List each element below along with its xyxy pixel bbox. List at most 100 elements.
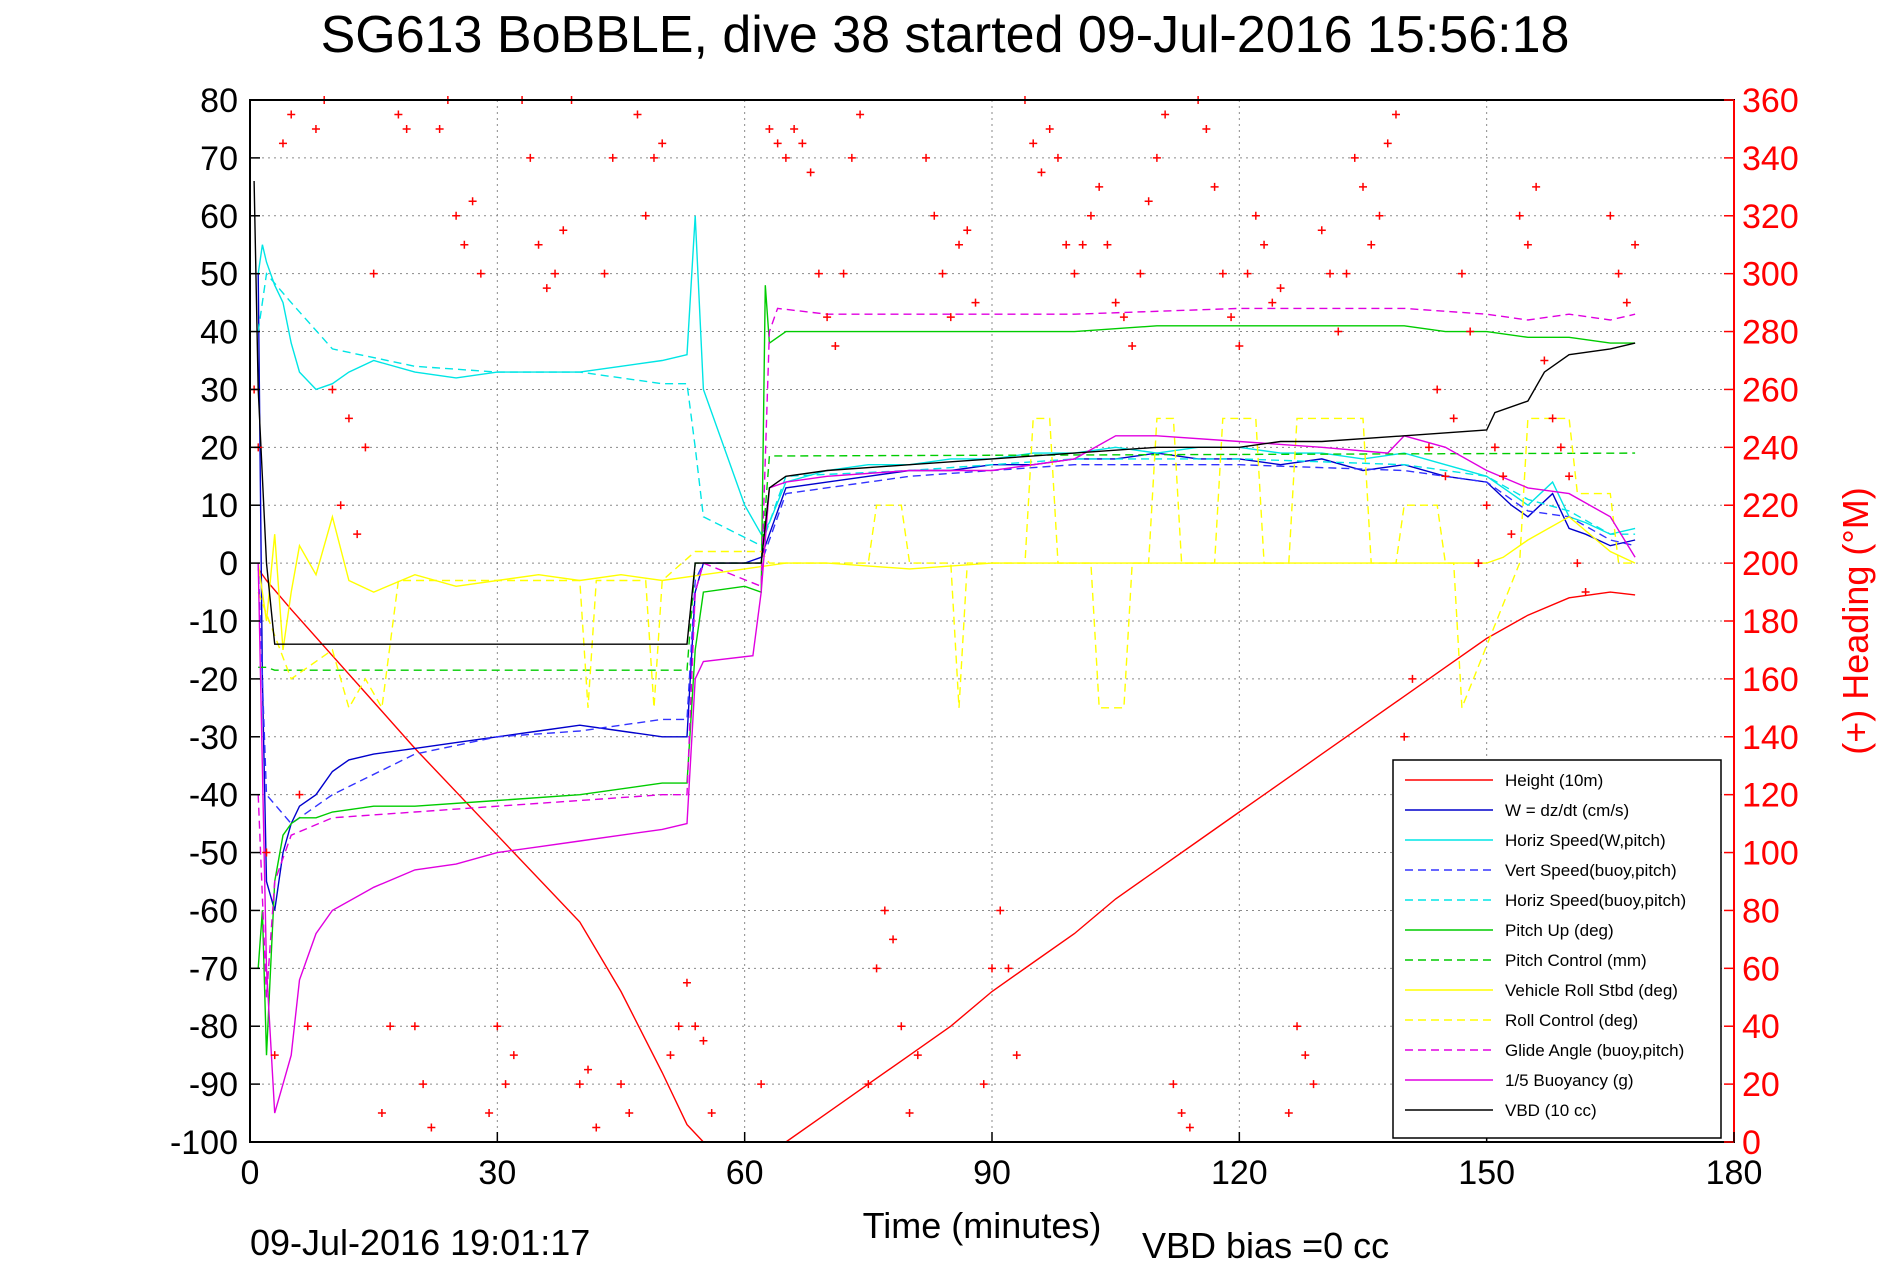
heading-marker (649, 153, 658, 162)
heading-marker (435, 124, 444, 133)
heading-marker (1326, 269, 1335, 278)
right-tick-label: 240 (1742, 429, 1799, 467)
legend-label: Vehicle Roll Stbd (deg) (1505, 981, 1678, 1000)
heading-marker (831, 342, 840, 351)
x-tick-label: 180 (1706, 1154, 1763, 1192)
heading-marker (765, 124, 774, 133)
x-axis-ticks: 0 30 60 90 120 150 180 (241, 1132, 1763, 1192)
y-tick-label: -30 (189, 719, 238, 757)
heading-marker (1350, 153, 1359, 162)
right-tick-label: 320 (1742, 198, 1799, 236)
heading-marker (600, 269, 609, 278)
heading-marker (542, 284, 551, 293)
heading-marker (1045, 124, 1054, 133)
chart-legend: Height (10m) W = dz/dt (cm/s) Horiz Speed(… (1392, 759, 1722, 1139)
heading-marker (1317, 226, 1326, 235)
heading-marker (402, 124, 411, 133)
right-tick-label: 0 (1742, 1124, 1761, 1162)
heading-marker (1210, 182, 1219, 191)
heading-marker (1070, 269, 1079, 278)
heading-marker (1614, 269, 1623, 278)
heading-marker (938, 269, 947, 278)
heading-marker (913, 1051, 922, 1060)
heading-marker (823, 313, 832, 322)
y-tick-label: 70 (200, 140, 238, 178)
heading-marker (509, 1051, 518, 1060)
heading-marker (1161, 110, 1170, 119)
right-tick-label: 60 (1742, 950, 1780, 988)
y-tick-label: 80 (200, 82, 238, 120)
right-tick-label: 220 (1742, 487, 1799, 525)
heading-marker (1532, 182, 1541, 191)
heading-marker (534, 240, 543, 249)
y-tick-label: -100 (170, 1124, 238, 1162)
heading-marker (1424, 443, 1433, 452)
series-vbd-10-cc (253, 180, 1636, 645)
legend-label: Horiz Speed(buoy,pitch) (1505, 891, 1686, 910)
heading-marker (658, 139, 667, 148)
heading-marker (889, 935, 898, 944)
heading-marker (682, 978, 691, 987)
x-tick-label: 0 (241, 1154, 260, 1192)
heading-marker (559, 226, 568, 235)
heading-marker (955, 240, 964, 249)
y-tick-label: 30 (200, 371, 238, 409)
heading-marker (1111, 298, 1120, 307)
series-pitch-control-mm (258, 452, 1636, 671)
y-tick-label: 0 (219, 545, 238, 583)
legend-label: VBD (10 cc) (1505, 1101, 1597, 1120)
heading-marker (905, 1109, 914, 1118)
heading-marker (584, 1065, 593, 1074)
heading-marker (666, 1051, 675, 1060)
heading-marker (295, 790, 304, 799)
heading-marker (1029, 139, 1038, 148)
heading-marker (963, 226, 972, 235)
heading-marker (1293, 1022, 1302, 1031)
heading-marker (1086, 211, 1095, 220)
heading-marker (814, 269, 823, 278)
heading-marker (979, 1080, 988, 1089)
vbd-bias-label: VBD bias =0 cc (1142, 1225, 1389, 1262)
right-tick-label: 20 (1742, 1066, 1780, 1104)
heading-marker (526, 153, 535, 162)
heading-marker (1260, 240, 1269, 249)
y-tick-label: -80 (189, 1008, 238, 1046)
heading-marker (1581, 588, 1590, 597)
y-tick-label: -90 (189, 1066, 238, 1104)
y-tick-label: -10 (189, 603, 238, 641)
heading-marker (328, 385, 337, 394)
heading-marker (872, 964, 881, 973)
heading-marker (1523, 240, 1532, 249)
right-tick-label: 300 (1742, 256, 1799, 294)
right-tick-label: 80 (1742, 892, 1780, 930)
x-tick-label: 150 (1458, 1154, 1515, 1192)
heading-marker (592, 1123, 601, 1132)
heading-marker (625, 1109, 634, 1118)
heading-marker (468, 197, 477, 206)
heading-marker (1391, 110, 1400, 119)
right-tick-label: 180 (1742, 603, 1799, 641)
heading-marker (641, 211, 650, 220)
heading-marker (757, 1080, 766, 1089)
heading-marker (988, 964, 996, 973)
heading-marker (930, 211, 939, 220)
heading-marker (485, 1109, 494, 1118)
heading-marker (1235, 342, 1244, 351)
heading-marker (419, 1080, 428, 1089)
right-tick-label: 120 (1742, 777, 1799, 815)
heading-marker (617, 1080, 625, 1089)
heading-marker (880, 906, 889, 915)
right-tick-label: 260 (1742, 371, 1799, 409)
right-axis-ticks: 3603403203002802602402202001801601401201… (1724, 82, 1799, 1162)
y-tick-label: 40 (200, 314, 238, 352)
left-axis-ticks: 80 70 60 50 40 30 20 10 0 -10 -20 -30 -40 -50 -60 -70 -8… (170, 82, 260, 1162)
heading-marker (864, 1080, 873, 1089)
heading-marker (361, 443, 370, 452)
heading-marker (1078, 240, 1087, 249)
heading-marker (493, 1022, 502, 1031)
heading-marker (798, 139, 807, 148)
heading-marker (1301, 1051, 1310, 1060)
heading-marker (1119, 313, 1128, 322)
right-tick-label: 340 (1742, 140, 1799, 178)
x-tick-label: 90 (973, 1154, 1011, 1192)
